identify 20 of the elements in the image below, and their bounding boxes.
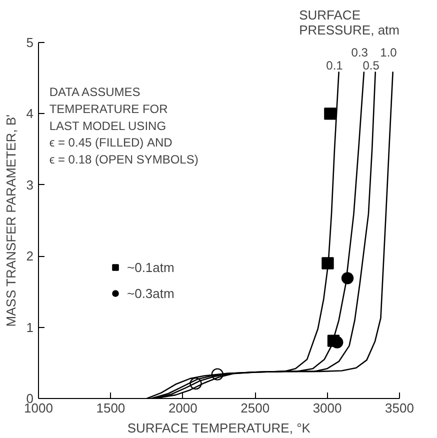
series-label: 0.3: [351, 46, 368, 60]
x-tick-label: 2500: [240, 400, 270, 416]
series-label: 0.1: [326, 58, 344, 73]
y-tick-label: 2: [26, 248, 34, 264]
legend-title: SURFACE PRESSURE, atm: [299, 8, 400, 38]
y-tick-label: 5: [26, 35, 34, 50]
legend-label: ~0.1atm: [127, 260, 174, 274]
x-tick-label: 3000: [312, 400, 342, 416]
y-tick-label: 1: [26, 320, 34, 335]
y-axis-title: MASS TRANSFER PARAMETER, B': [3, 114, 18, 327]
x-axis-title: SURFACE TEMPERATURE, °K: [127, 420, 311, 436]
y-tick-label: 3: [26, 177, 34, 192]
annotation: DATA ASSUMES TEMPERATURE FOR LAST MODEL USING ϵ = 0.45 (FILLED) AND ϵ = 0.18 (OPEN SYMBOLS): [49, 85, 198, 166]
series-label: 0.5: [362, 58, 380, 73]
x-tick-label: 3500: [385, 400, 414, 416]
y-tick-label: 4: [26, 106, 34, 122]
legend-label: ~0.3atm: [127, 286, 174, 300]
series-label: 1.0: [380, 46, 398, 60]
x-tick-label: 1500: [96, 400, 126, 416]
x-tick-label: 2000: [168, 400, 198, 416]
